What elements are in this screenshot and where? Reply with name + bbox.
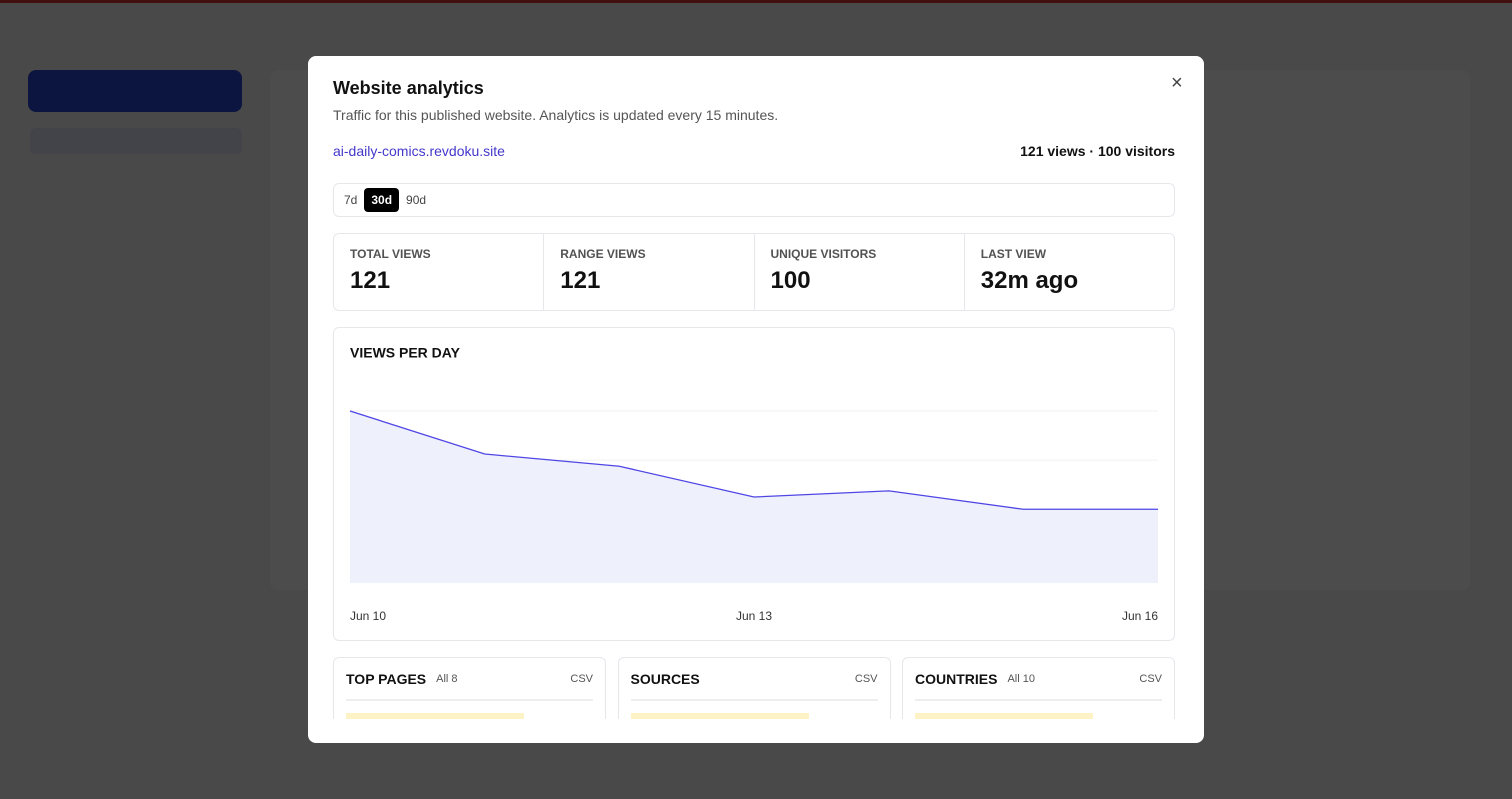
stat-value: 32m ago [980, 267, 1079, 294]
chart-title: VIEWS PER DAY [350, 345, 461, 361]
panels: TOP PAGES All 8 CSV SOURCES CSV COUNTRIES All … [333, 657, 1175, 719]
panel: SOURCES CSV [617, 657, 891, 719]
range-option[interactable]: 90d [406, 193, 427, 207]
range-selector: 7d 30d 90d [333, 183, 1175, 217]
range-option[interactable]: 7d [344, 193, 358, 207]
stat-label: TOTAL VIEWS [350, 247, 431, 261]
stat-label: RANGE VIEWS [560, 247, 646, 261]
panel-filter[interactable]: All 10 [1007, 672, 1035, 685]
panel: COUNTRIES All 10 CSV [902, 657, 1175, 719]
x-tick-label: Jun 10 [350, 609, 386, 623]
stat-cell: LAST VIEW 32m ago [963, 234, 1174, 310]
stat-cell: TOTAL VIEWS 121 [334, 234, 543, 310]
modal-title: Website analytics [333, 78, 484, 98]
panel-csv[interactable]: CSV [854, 672, 878, 685]
panel-csv[interactable]: CSV [1139, 672, 1162, 685]
stat-value: 121 [350, 267, 391, 294]
panel: TOP PAGES All 8 CSV [333, 657, 606, 719]
chart-card: VIEWS PER DAY Jun 10 Jun 13 Jun 16 [333, 327, 1175, 641]
panel-header: TOP PAGES All 8 CSV [346, 658, 593, 701]
panel-title: SOURCES [630, 670, 700, 687]
panel-header: COUNTRIES All 10 CSV [915, 658, 1162, 701]
chart: VIEWS PER DAY Jun 10 Jun 13 Jun 16 [349, 345, 1158, 623]
x-tick-label: Jun 13 [736, 609, 772, 623]
x-tick-label: Jun 16 [1122, 609, 1158, 623]
stat-cell: UNIQUE VISITORS 100 [753, 234, 964, 310]
modal-subtitle: Traffic for this published website. Anal… [333, 107, 779, 123]
panel-filter[interactable]: All 8 [436, 672, 458, 685]
stat-label: UNIQUE VISITORS [770, 247, 877, 261]
line [349, 410, 1158, 510]
panel-header: SOURCES CSV [630, 658, 878, 701]
stats-row: TOTAL VIEWS 121 RANGE VIEWS 121 UNIQUE VISIT… [333, 233, 1175, 311]
range-option[interactable]: 30d [364, 188, 400, 212]
bar-placeholder [915, 713, 1093, 719]
summary: 121 views · 100 visitors [1020, 143, 1175, 159]
site-link[interactable]: ai-daily-comics.revdoku.site [333, 143, 505, 159]
bar-placeholder [346, 713, 524, 719]
panel-title: COUNTRIES [915, 670, 998, 687]
panel-title: TOP PAGES [346, 670, 427, 687]
bar-placeholder [630, 713, 809, 719]
stat-value: 121 [560, 267, 601, 294]
analytics-modal: Website analytics Traffic for this publi… [308, 56, 1204, 743]
panel-csv[interactable]: CSV [570, 672, 593, 685]
stat-cell: RANGE VIEWS 121 [543, 234, 753, 310]
stat-value: 100 [770, 267, 811, 294]
stat-label: LAST VIEW [980, 247, 1047, 261]
close-button[interactable]: × [1171, 72, 1183, 94]
